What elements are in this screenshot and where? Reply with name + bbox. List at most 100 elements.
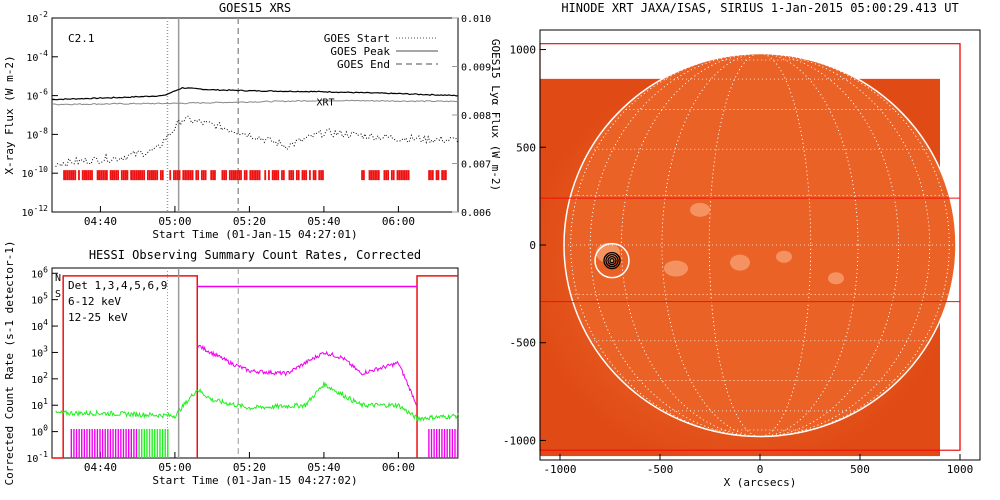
hessi-low-count-bar [148,428,151,458]
goes-xrt-coverage-tick [178,170,181,181]
goes-xrt-coverage-tick [405,170,408,181]
goes-ytick-label: 10-12 [22,204,49,219]
hessi-low-count-bar [109,428,112,458]
goes-xrt-coverage-tick [318,170,321,181]
hessi-low-count-bar [430,428,433,458]
goes-xrt-coverage-tick [225,170,228,181]
goes-xrt-coverage-tick [184,170,187,181]
goes-xrt-coverage-tick [156,170,159,181]
hessi-ytick-label: 102 [31,371,48,386]
hessi-flag-s: S [55,289,61,300]
hessi-low-count-bar [135,428,138,458]
hessi-low-count-bar [428,428,430,458]
hessi-low-count-bar [117,428,119,458]
goes-xrt-coverage-tick [104,170,106,181]
goes-xrt-coverage-tick [240,170,242,181]
goes-xrt-coverage-tick [271,170,274,181]
hessi-ylabel: Corrected Count Rate (s-1 detector-1) [3,240,16,485]
hessi-low-count-bar [433,428,435,458]
hessi-low-count-bar [451,428,454,458]
goes-xrt-coverage-tick [277,170,280,181]
goes-xrt-coverage-tick [100,170,103,181]
goes-xrt-coverage-tick [292,170,295,181]
hessi-ytick-label: 101 [31,397,48,412]
goes-xrt-coverage-tick [297,170,300,181]
goes-xrt-coverage-tick [372,170,375,181]
xrt-ytick-label: 1000 [510,44,537,57]
xrt-active-region [828,272,844,285]
goes-xrt-coverage-tick [212,170,214,181]
goes-xrt-coverage-tick [85,170,88,181]
xrt-ytick-label: -1000 [503,434,536,447]
goes-xrt-coverage-tick [133,170,136,181]
xrt-xtick-label: 0 [757,463,764,476]
goes-xrt-coverage-tick [150,170,153,181]
goes-xtick-label: 05:20 [233,215,266,228]
goes-xrt-coverage-tick [363,170,365,181]
goes-xrt-coverage-tick [407,170,410,181]
xrt-active-region [776,250,792,263]
xrt-longitude-line [570,53,950,437]
goes-xrt-coverage-tick [322,170,324,181]
goes-xrt-coverage-tick [282,170,285,181]
hessi-legend-det: Det 1,3,4,5,6,9 [68,279,167,292]
goes-xrt-coverage-tick [109,170,112,181]
hessi-title: HESSI Observing Summary Count Rates, Cor… [89,248,421,262]
goes-xrt-coverage-tick [232,170,235,181]
goes-xrt-coverage-tick [290,170,293,181]
goes-xrt-coverage-tick [182,170,185,181]
xrt-xlabel: X (arcsecs) [724,476,797,489]
goes-lya-channel [51,99,459,106]
goes-xrt-coverage-tick [249,170,252,181]
xrt-longitude-line [621,53,899,437]
goes-ytick-label: 10-4 [26,49,48,64]
goes-ylabel: X-ray Flux (W m-2) [3,55,16,174]
goes-xrt-coverage-tick [396,170,399,181]
goes-xrt-coverage-tick [191,170,194,181]
hessi-low-count-bar [101,428,104,458]
hessi-plot-frame [51,267,459,459]
goes-xrt-coverage-tick [66,170,69,181]
xrt-flare-contour [605,253,619,268]
goes-xrt-coverage-tick [374,170,376,181]
hessi-low-count-bar [112,428,114,458]
goes-xrt-coverage-tick [377,170,380,181]
hessi-ytick-label: 103 [31,344,48,359]
goes-title: GOES15 XRS [219,1,291,15]
goes-xrt-coverage-tick [189,170,192,181]
goes-xrt-coverage-tick [74,170,77,181]
goes-xrt-coverage-tick [255,170,257,181]
goes-xrt-coverage-tick [273,170,276,181]
goes-xrt-coverage-tick [435,170,438,181]
goes-xrt-coverage-tick [87,170,90,181]
goes-xrt-coverage-tick [98,170,101,181]
xrt-flare-contour [607,255,617,266]
goes-xrt-coverage-tick [230,170,233,181]
hessi-xlabel: Start Time (01-Jan-15 04:27:02) [152,474,357,487]
hessi-xtick-label: 05:20 [233,461,266,474]
goes-long-channel [51,86,459,101]
goes-y2tick-label: 0.009 [461,63,491,74]
goes-xrt-coverage-tick [176,170,179,181]
hessi-low-count-bar [138,428,140,458]
goes-xrt-coverage-tick [268,170,270,181]
goes-xrt-coverage-tick [431,170,434,181]
goes-ytick-label: 10-6 [26,88,48,103]
goes-xrt-coverage-tick [370,170,373,181]
goes-xrt-coverage-tick [143,170,146,181]
goes-xrt-coverage-tick [361,170,363,181]
goes-xrt-coverage-tick [221,170,224,181]
goes-xrt-coverage-tick [400,170,403,181]
hessi-low-count-bar [156,428,159,458]
hessi-low-count-bar [167,428,169,458]
hessi-low-count-bar [81,428,83,458]
goes-xrt-coverage-tick [281,170,283,181]
goes-legend-label: GOES End [337,58,390,71]
hessi-low-count-bar [120,428,122,458]
hessi-low-count-bar [127,428,130,458]
goes-xrt-coverage-tick [428,170,431,181]
goes-xrt-coverage-tick [398,170,401,181]
hessi-ytick-label: 10-1 [26,450,48,465]
goes-xrt-coverage-tick [376,170,378,181]
goes-xrt-coverage-tick [238,170,241,181]
